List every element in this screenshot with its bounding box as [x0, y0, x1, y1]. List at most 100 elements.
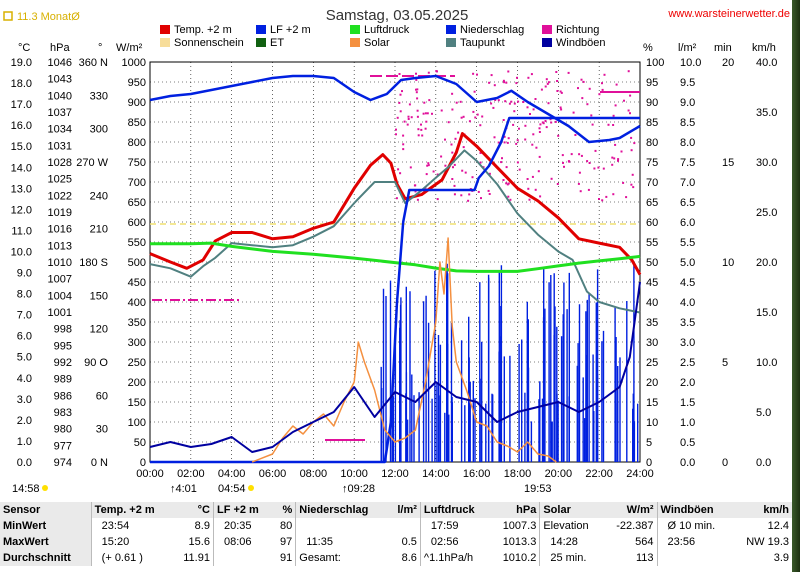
left-unit-labels: °C hPa ° W/m²	[18, 42, 143, 54]
direction-dot	[567, 71, 570, 74]
temp-tick-label: 1.0	[17, 436, 32, 448]
minutes-tick-label: 0	[722, 457, 728, 469]
rain-tick-label: 5.5	[680, 237, 695, 249]
hpa-tick-label: 1037	[48, 107, 72, 119]
direction-dot	[460, 194, 463, 197]
direction-dot	[535, 146, 538, 149]
direction-dot	[415, 78, 418, 81]
direction-dot	[545, 126, 548, 129]
solar-tick-label: 150	[128, 397, 146, 409]
temp-tick-label: 14.0	[11, 162, 32, 174]
direction-dot	[622, 181, 625, 184]
direction-dot	[488, 193, 491, 195]
stats-header-sensor: Sensor	[0, 502, 92, 518]
direction-dot	[555, 71, 558, 73]
direction-dot	[531, 143, 534, 146]
direction-dot	[579, 190, 582, 193]
stats-cell: 11.91	[183, 552, 210, 564]
direction-dot	[451, 108, 454, 111]
direction-dot	[425, 120, 428, 123]
percent-tick-label: 75	[646, 157, 658, 169]
direction-dot	[488, 172, 491, 175]
rain-tick-label: 1.0	[680, 417, 695, 429]
hpa-tick-label: 1040	[48, 90, 72, 102]
direction-dot	[476, 73, 478, 76]
stats-cell: 15:20	[90, 534, 173, 550]
month-toggle-checkbox[interactable]	[3, 11, 13, 21]
direction-tick-label: 240	[90, 190, 108, 202]
solar-tick-label: 100	[128, 417, 146, 429]
direction-dot	[503, 135, 506, 138]
direction-dot	[528, 198, 531, 201]
stats-cell: 80	[280, 520, 293, 532]
solar-tick-label: 250	[128, 357, 146, 369]
direction-dot	[461, 169, 464, 172]
direction-dot	[578, 153, 581, 156]
stats-cell: 15.6	[188, 536, 210, 548]
direction-tick-label: 60	[96, 390, 108, 402]
direction-dot	[420, 123, 422, 126]
direction-dot	[567, 160, 570, 163]
current-time: 14:58	[12, 483, 40, 495]
direction-dot	[590, 114, 593, 117]
temp-tick-label: 0.0	[17, 457, 32, 469]
percent-tick-label: 45	[646, 277, 658, 289]
direction-dot	[556, 90, 559, 92]
stats-header-pressure: Luftdruck	[419, 502, 491, 518]
direction-dot	[444, 138, 446, 141]
direction-dot	[539, 195, 542, 198]
direction-dot	[476, 113, 479, 116]
direction-dot	[629, 94, 632, 97]
percent-tick-label: 100	[646, 57, 664, 69]
stats-cell: 564	[635, 536, 654, 548]
direction-dot	[428, 99, 431, 102]
month-toggle-label[interactable]: 11.3 MonatØ	[17, 11, 80, 23]
direction-dot	[516, 139, 519, 142]
rain-tick-label: 8.5	[680, 117, 695, 129]
solar-tick-label: 650	[128, 197, 146, 209]
solar-tick-label: 300	[128, 337, 146, 349]
direction-dot	[620, 150, 623, 153]
kmh-tick-label: 30.0	[756, 157, 777, 169]
hpa-tick-label: 1022	[48, 190, 72, 202]
direction-dot	[556, 80, 559, 82]
direction-dot	[426, 112, 429, 115]
temp-tick-label: 7.0	[17, 310, 32, 322]
direction-dot	[450, 143, 453, 146]
direction-tick-label: 330	[90, 90, 108, 102]
direction-dot	[416, 97, 419, 100]
series-solar	[251, 237, 557, 463]
legend-swatch	[350, 38, 360, 47]
direction-dot	[580, 78, 583, 81]
stats-cell: NW 19.3	[746, 536, 789, 548]
legend-swatch	[160, 25, 170, 34]
rain-tick-label: 6.5	[680, 197, 695, 209]
solar-tick-label: 450	[128, 277, 146, 289]
direction-dot	[526, 178, 529, 180]
percent-tick-label: 30	[646, 337, 658, 349]
percent-tick-label: 60	[646, 217, 658, 229]
sunset-time: 19:53	[524, 483, 552, 495]
website-link[interactable]: www.warsteinerwetter.de	[667, 8, 790, 20]
solar-tick-label: 900	[128, 97, 146, 109]
direction-tick-label: 30	[96, 424, 108, 436]
direction-dot	[415, 72, 417, 75]
kmh-tick-label: 40.0	[756, 57, 777, 69]
direction-dot	[399, 110, 402, 113]
series-group	[149, 74, 642, 464]
direction-dot	[633, 142, 636, 145]
percent-tick-label: 90	[646, 97, 658, 109]
direction-dot	[440, 155, 443, 158]
stats-header-row: Sensor Temp. +2 m °C LF +2 m % Niedersch…	[0, 502, 792, 518]
legend-swatch	[446, 25, 456, 34]
time-tick-label: 08:00	[300, 468, 328, 480]
direction-dot	[522, 101, 525, 103]
kmh-tick-label: 35.0	[756, 107, 777, 119]
direction-dot	[423, 101, 426, 104]
direction-dot	[615, 83, 618, 86]
direction-dot	[453, 163, 456, 166]
direction-dot	[598, 93, 601, 96]
stats-header-temp-unit: °C	[172, 502, 214, 518]
direction-dot	[526, 106, 529, 109]
percent-tick-label: 20	[646, 377, 658, 389]
